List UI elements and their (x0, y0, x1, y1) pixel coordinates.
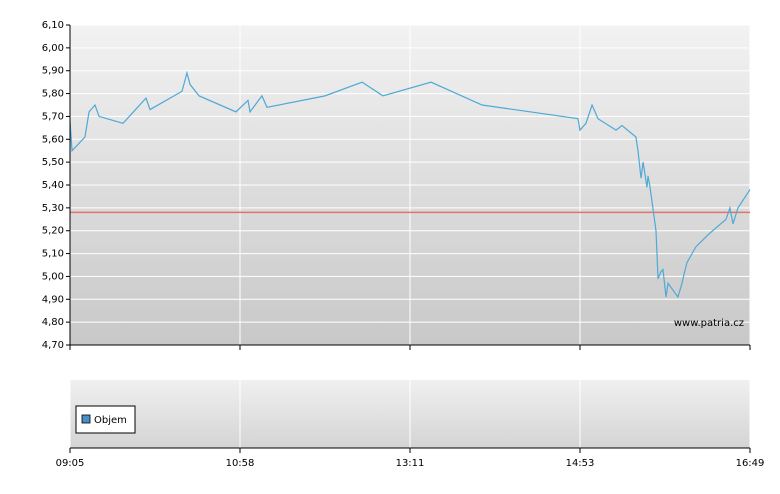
y-tick-label: 5,60 (42, 134, 64, 145)
x-tick-label: 14:53 (566, 458, 595, 469)
y-tick-label: 6,00 (42, 43, 64, 54)
watermark: www.patria.cz (674, 318, 744, 329)
x-tick-label: 13:11 (396, 458, 425, 469)
y-tick-label: 5,90 (42, 66, 64, 77)
grid (69, 24, 751, 448)
x-tick-label: 10:58 (226, 458, 255, 469)
y-tick-label: 6,10 (42, 20, 64, 31)
y-tick-label: 5,40 (42, 180, 64, 191)
legend-label: Objem (94, 415, 127, 426)
y-tick-label: 5,80 (42, 89, 64, 100)
y-tick-label: 5,50 (42, 157, 64, 168)
y-tick-label: 5,70 (42, 111, 64, 122)
x-tick-label: 09:05 (56, 458, 85, 469)
legend-swatch (81, 414, 91, 424)
y-tick-label: 5,20 (42, 226, 64, 237)
price-line (69, 70, 751, 299)
y-tick-label: 4,90 (42, 294, 64, 305)
marks (69, 70, 751, 299)
x-tick-label: 16:49 (736, 458, 765, 469)
y-tick-label: 5,10 (42, 249, 64, 260)
y-tick-label: 4,70 (42, 340, 64, 351)
y-tick-label: 4,80 (42, 317, 64, 328)
y-tick-label: 5,30 (42, 203, 64, 214)
y-tick-label: 5,00 (42, 271, 64, 282)
